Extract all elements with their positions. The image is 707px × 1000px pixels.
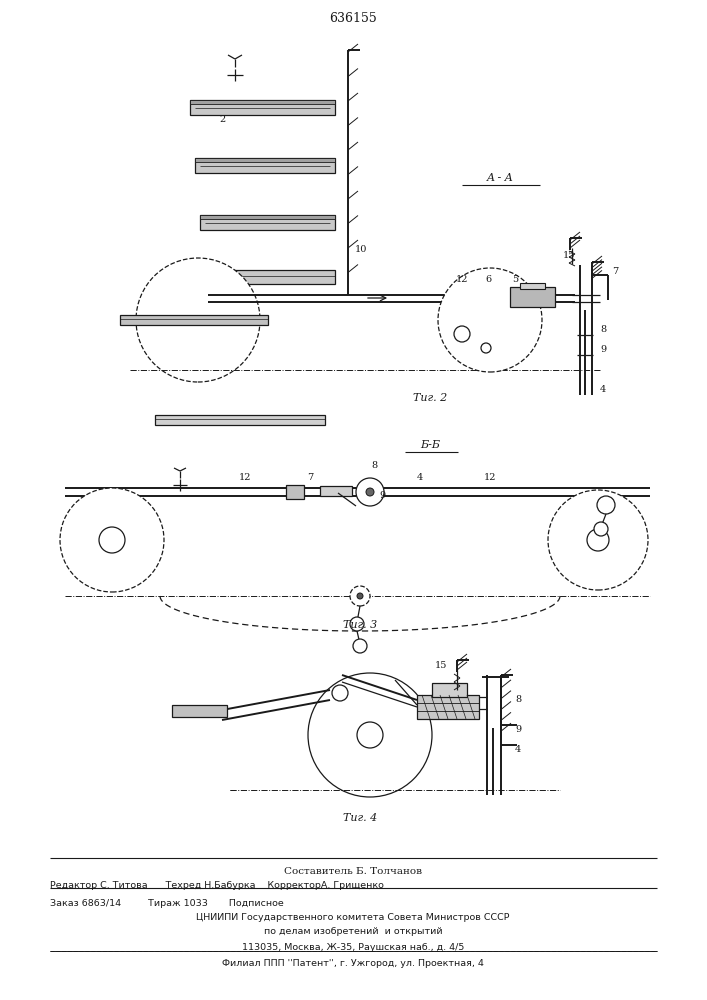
Text: Τиг. 2: Τиг. 2 <box>413 393 447 403</box>
Circle shape <box>99 527 125 553</box>
Text: 8: 8 <box>515 696 521 704</box>
Circle shape <box>350 586 370 606</box>
Circle shape <box>548 490 648 590</box>
Text: 12: 12 <box>456 275 468 284</box>
Text: 12: 12 <box>239 474 251 483</box>
Text: 15: 15 <box>435 660 447 670</box>
Circle shape <box>60 488 164 592</box>
Text: 4: 4 <box>515 746 521 754</box>
Circle shape <box>353 639 367 653</box>
Text: 9: 9 <box>600 346 606 355</box>
Circle shape <box>594 522 608 536</box>
Bar <box>190 100 335 104</box>
Circle shape <box>587 529 609 551</box>
Text: 4: 4 <box>417 474 423 483</box>
Bar <box>120 315 268 325</box>
Bar <box>520 283 545 289</box>
Text: по делам изобретений  и открытий: по делам изобретений и открытий <box>264 928 443 936</box>
Bar <box>195 158 335 162</box>
Text: Редактор С. Титова      Техред Н.Бабурка    КорректорА. Грищенко: Редактор С. Титова Техред Н.Бабурка Корр… <box>50 882 384 890</box>
Text: 113035, Москва, Ж-35, Раушская наб., д. 4/5: 113035, Москва, Ж-35, Раушская наб., д. … <box>242 944 464 952</box>
Text: 12: 12 <box>484 474 496 483</box>
Text: Б-Б: Б-Б <box>420 440 440 450</box>
Text: 9: 9 <box>515 726 521 734</box>
Circle shape <box>357 593 363 599</box>
Text: Филиал ППП ''Патент'', г. Ужгород, ул. Проектная, 4: Филиал ППП ''Патент'', г. Ужгород, ул. П… <box>222 960 484 968</box>
Text: 15: 15 <box>563 250 575 259</box>
Text: 4: 4 <box>600 385 606 394</box>
Text: 5: 5 <box>512 275 518 284</box>
Circle shape <box>136 258 260 382</box>
Text: A - A: A - A <box>486 173 513 183</box>
Text: 636155: 636155 <box>329 11 377 24</box>
Text: Τиг. 3: Τиг. 3 <box>343 620 377 630</box>
Bar <box>286 485 304 499</box>
Text: 7: 7 <box>307 474 313 483</box>
Circle shape <box>194 316 202 324</box>
Text: 2: 2 <box>220 115 226 124</box>
Text: ЦНИИПИ Государственного комитета Совета Министров СССР: ЦНИИПИ Государственного комитета Совета … <box>197 914 510 922</box>
Circle shape <box>357 722 383 748</box>
Circle shape <box>366 488 374 496</box>
Bar <box>432 683 467 697</box>
Bar <box>320 486 352 496</box>
Bar <box>155 415 325 425</box>
Bar <box>200 215 335 219</box>
Circle shape <box>332 685 348 701</box>
Circle shape <box>454 326 470 342</box>
Text: 6: 6 <box>485 275 491 284</box>
Text: 8: 8 <box>600 326 606 334</box>
Circle shape <box>350 617 364 631</box>
Text: Заказ 6863/14         Тираж 1033       Подписное: Заказ 6863/14 Тираж 1033 Подписное <box>50 898 284 908</box>
Text: Составитель Б. Толчанов: Составитель Б. Толчанов <box>284 866 422 876</box>
Bar <box>200 215 335 230</box>
Circle shape <box>597 496 615 514</box>
Bar <box>172 705 227 717</box>
Circle shape <box>438 268 542 372</box>
Bar <box>417 695 479 719</box>
Text: 7: 7 <box>612 267 618 276</box>
Bar <box>190 270 335 284</box>
Circle shape <box>356 478 384 506</box>
Text: 10: 10 <box>355 245 368 254</box>
Bar <box>510 287 555 307</box>
Circle shape <box>308 673 432 797</box>
Text: 8: 8 <box>371 462 377 471</box>
Bar <box>190 100 335 115</box>
Bar <box>195 158 335 173</box>
Text: 9: 9 <box>379 491 385 500</box>
Text: Τиг. 4: Τиг. 4 <box>343 813 377 823</box>
Circle shape <box>481 343 491 353</box>
